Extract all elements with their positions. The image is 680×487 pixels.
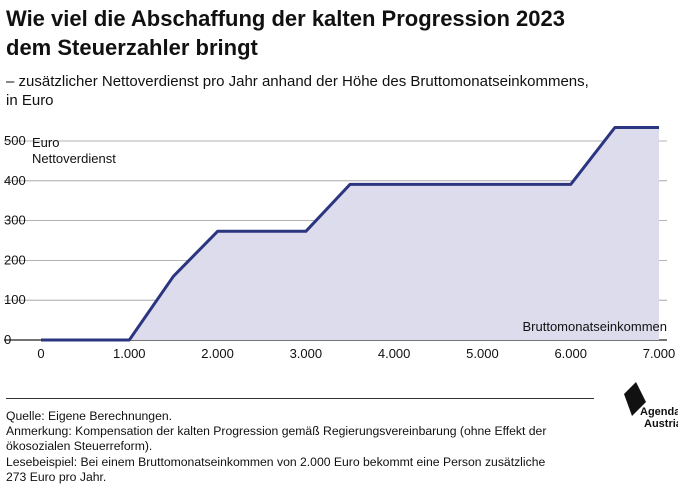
x-axis-label: Bruttomonatseinkommen	[522, 319, 667, 334]
y-tick-label-100: 100	[4, 292, 26, 307]
x-tick-label-2000: 2.000	[201, 346, 234, 361]
x-tick-label-6000: 6.000	[554, 346, 587, 361]
remark-note-line-1: Anmerkung: Kompensation der kalten Progr…	[6, 424, 547, 439]
chart-subtitle: – zusätzlicher Nettoverdienst pro Jahr a…	[6, 72, 656, 110]
y-axis-label-line-2: Nettoverdienst	[32, 151, 116, 166]
x-tick-label-4000: 4.000	[378, 346, 411, 361]
y-tick-labels: 0 100 200 300 400 500	[4, 133, 26, 347]
agenda-austria-logo: Agenda Austria	[624, 382, 678, 430]
x-tick-label-1000: 1.000	[113, 346, 146, 361]
net-income-line	[41, 126, 659, 342]
y-tick-label-300: 300	[4, 213, 26, 228]
chart-title: Wie viel die Abschaffung der kalten Prog…	[6, 4, 646, 62]
y-tick-label-500: 500	[4, 133, 26, 148]
remark-note-line-2: ökosozialen Steuerreform).	[6, 439, 153, 454]
y-tick-label-0: 0	[4, 332, 11, 347]
net-income-chart: 0 100 200 300 400 500 0 1.000 2.000 3.000 4.000 5.…	[4, 126, 675, 361]
logo-line-1: Agenda	[640, 406, 678, 418]
x-tick-label-0: 0	[37, 346, 44, 361]
y-axis-label-line-1: Euro	[32, 135, 59, 150]
footnotes: Quelle: Eigene Berechnungen. Anmerkung: …	[6, 409, 606, 485]
example-note-line-2: 273 Euro pro Jahr.	[6, 469, 107, 484]
title-line-2: dem Steuerzahler bringt	[6, 35, 258, 60]
y-tick-label-400: 400	[4, 173, 26, 188]
subtitle-line-2: in Euro	[6, 92, 54, 109]
source-note: Quelle: Eigene Berechnungen.	[6, 409, 173, 423]
x-tick-label-5000: 5.000	[466, 346, 499, 361]
example-note-line-1: Lesebeispiel: Bei einem Bruttomonatseink…	[6, 454, 546, 469]
x-tick-label-7000: 7.000	[643, 346, 676, 361]
area-fill	[41, 127, 659, 340]
logo-mark-icon	[624, 382, 646, 416]
title-line-1: Wie viel die Abschaffung der kalten Prog…	[6, 6, 565, 31]
y-tick-label-200: 200	[4, 252, 26, 267]
logo-line-2: Austria	[644, 418, 678, 430]
x-tick-labels: 0 1.000 2.000 3.000 4.000 5.000 6.000 7.000	[37, 346, 675, 361]
x-tick-label-3000: 3.000	[290, 346, 323, 361]
subtitle-line-1: – zusätzlicher Nettoverdienst pro Jahr a…	[6, 73, 589, 90]
footer-divider	[6, 398, 594, 399]
